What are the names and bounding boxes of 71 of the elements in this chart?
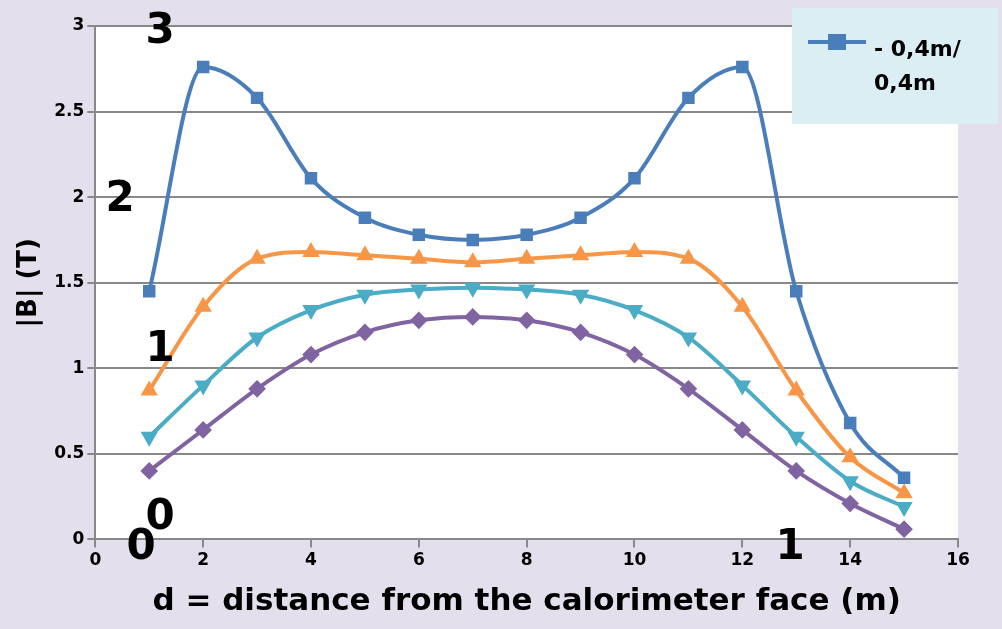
point: [357, 247, 373, 261]
point: [788, 462, 805, 479]
point: [250, 91, 264, 105]
point: [736, 60, 749, 74]
x-tick-label: 12: [730, 549, 755, 570]
point: [357, 289, 373, 303]
point: [465, 282, 480, 296]
annotation: 1: [145, 321, 175, 371]
x-tick-label: 16: [946, 549, 970, 570]
x-tick-label: 8: [520, 549, 533, 570]
point: [195, 421, 212, 438]
point: [302, 346, 319, 363]
point: [196, 60, 210, 74]
legend-label: - 0,4m/0,4m: [874, 35, 962, 97]
point: [734, 421, 751, 438]
point: [465, 254, 480, 268]
point: [680, 380, 697, 397]
point: [682, 91, 695, 105]
point: [789, 431, 804, 445]
point: [466, 233, 479, 247]
point: [412, 228, 426, 242]
point: [304, 172, 318, 185]
point: [303, 305, 319, 319]
point: [896, 521, 913, 538]
point: [142, 431, 157, 445]
x-tick-label: 6: [412, 549, 425, 570]
x-tick-label: 0: [89, 549, 102, 570]
y-axis-title: |B| (T): [12, 238, 44, 328]
y-tick-label: 1: [72, 356, 85, 377]
point: [358, 211, 372, 224]
point: [896, 501, 912, 515]
x-tick-label: 4: [305, 549, 318, 570]
point: [518, 312, 535, 329]
point: [303, 243, 319, 257]
point: [464, 308, 481, 325]
point: [520, 228, 533, 242]
y-tick-label: 1.5: [54, 271, 85, 292]
y-tick-label: 2.5: [54, 99, 85, 120]
point: [627, 243, 642, 257]
legend-panel: - 0,4m/0,4m: [792, 8, 998, 124]
point: [843, 416, 857, 430]
point: [142, 285, 156, 298]
y-tick-label: 3: [72, 14, 85, 35]
point: [141, 462, 158, 479]
y-tick-label: 0.5: [54, 442, 85, 463]
point: [249, 380, 266, 397]
point: [842, 449, 858, 463]
x-tick-label: 2: [197, 549, 210, 570]
point: [519, 284, 534, 298]
y-tick-label: 2: [72, 185, 85, 206]
point: [356, 324, 373, 341]
point: [842, 495, 859, 512]
point: [573, 247, 588, 261]
annotation: 1: [775, 519, 805, 569]
point: [410, 312, 427, 329]
annotation: 2: [105, 171, 135, 221]
point: [572, 324, 589, 341]
point: [411, 284, 427, 298]
x-tick-label: 14: [838, 549, 863, 570]
y-tick-label: 0: [72, 527, 85, 548]
point: [897, 471, 911, 485]
point: [790, 285, 803, 298]
point: [574, 211, 587, 224]
x-tick-label: 10: [622, 549, 647, 570]
point: [573, 289, 588, 303]
point: [896, 485, 912, 499]
point: [627, 305, 642, 319]
x-axis-title: d = distance from the calorimeter face (m): [152, 581, 901, 618]
point: [628, 172, 641, 185]
point: [626, 346, 643, 363]
annotation: 3: [145, 3, 175, 53]
